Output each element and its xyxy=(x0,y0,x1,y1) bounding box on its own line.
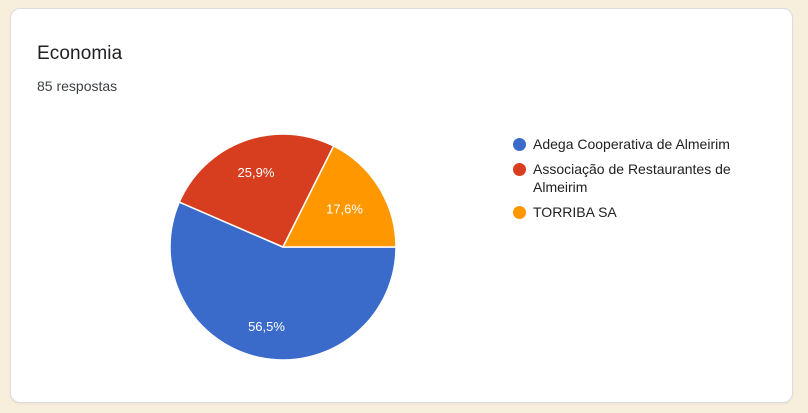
pie-slice-label: 25,9% xyxy=(238,165,275,180)
chart-title: Economia xyxy=(37,43,123,64)
pie-slice-label: 17,6% xyxy=(326,202,363,217)
pie-slice-2 xyxy=(282,145,397,248)
legend-dot-orange-icon xyxy=(513,205,526,219)
pie-chart: 56,5% 25,9% 17,6% xyxy=(169,133,397,361)
legend-item-associacao: Associação de Restaurantes de Almeirim xyxy=(513,160,771,196)
chart-legend: Adega Cooperativa de Almeirim Associação… xyxy=(513,135,771,228)
legend-item-adega: Adega Cooperativa de Almeirim xyxy=(513,135,771,153)
pie-slice-1 xyxy=(178,133,335,248)
legend-label: Adega Cooperativa de Almeirim xyxy=(533,136,730,152)
pie-slice-0 xyxy=(169,201,397,361)
response-count: 85 respostas xyxy=(37,78,118,94)
legend-label: TORRIBA SA xyxy=(533,204,617,220)
legend-dot-blue-icon xyxy=(513,137,526,151)
legend-item-torriba: TORRIBA SA xyxy=(513,203,771,221)
pie-slice-label: 56,5% xyxy=(248,319,285,334)
legend-label: Associação de Restaurantes de Almeirim xyxy=(533,161,731,195)
legend-dot-red-icon xyxy=(513,162,526,176)
summary-card: Economia 85 respostas 56,5% 25,9% 17,6% Ad… xyxy=(10,8,793,403)
